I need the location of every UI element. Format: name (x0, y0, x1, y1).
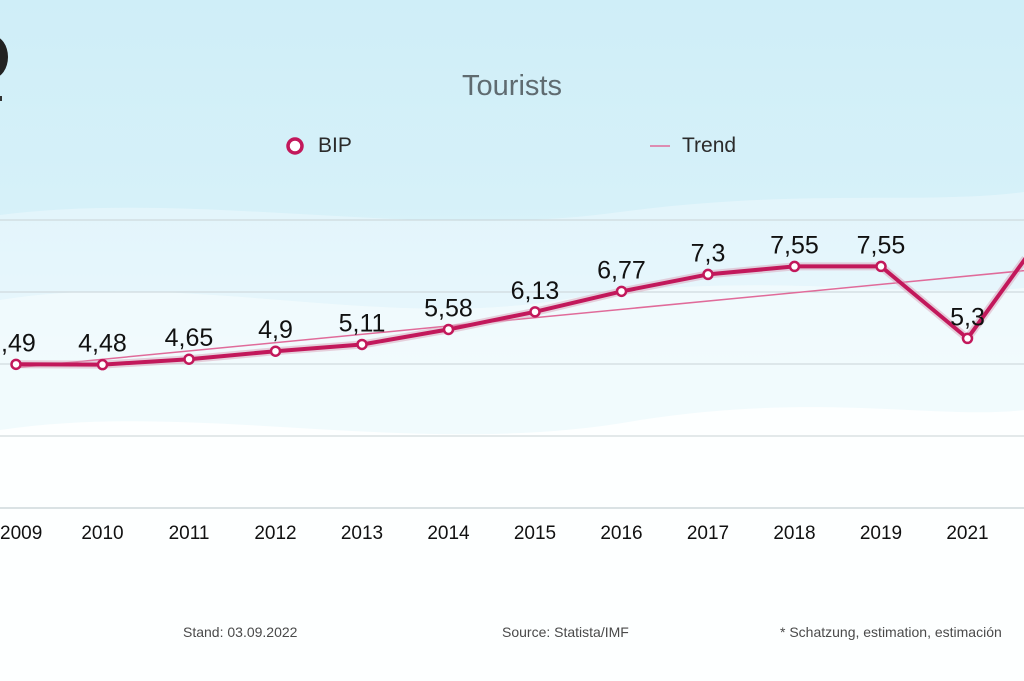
x-tick-label: 2019 (860, 523, 902, 544)
x-tick-label: 2010 (81, 523, 123, 544)
x-tick-label: 2018 (773, 523, 815, 544)
x-tick-label: 2016 (600, 523, 642, 544)
logo-icon (0, 36, 8, 78)
data-point[interactable] (183, 353, 195, 365)
data-label: 7,55 (770, 231, 819, 259)
x-tick-label: 2014 (427, 523, 470, 544)
data-point[interactable] (615, 285, 628, 298)
legend-marker-trend-icon (650, 145, 670, 147)
data-label: 5,3 (950, 303, 985, 331)
data-label: 4,65 (165, 324, 214, 352)
legend-label-bip: BIP (318, 134, 352, 157)
x-tick-label: 2012 (254, 523, 296, 544)
x-tick-label: 2015 (514, 523, 556, 544)
data-point[interactable] (702, 268, 714, 281)
data-label: 4,9 (258, 316, 293, 344)
footer-source: Source: Statista/IMF (502, 624, 629, 640)
x-tick-label: 2009 (0, 523, 42, 544)
data-label: 6,77 (597, 256, 646, 284)
footer-note: * Schatzung, estimation, estimación (780, 624, 1002, 640)
data-point[interactable] (96, 358, 109, 371)
trend-line (15, 269, 1024, 369)
data-label: 4,48 (78, 330, 127, 358)
chart-title: Tourists (462, 70, 562, 102)
x-tick-label: 2013 (341, 523, 383, 544)
x-tick-label: 2017 (687, 523, 729, 544)
footer-stand: Stand: 03.09.2022 (183, 624, 298, 640)
data-point[interactable] (10, 358, 22, 371)
data-label: 5,58 (424, 294, 473, 322)
data-point[interactable] (442, 323, 455, 336)
legend-label-trend: Trend (682, 134, 737, 157)
data-point[interactable] (788, 260, 801, 273)
legend-item-bip[interactable]: BIP (284, 134, 352, 158)
logo-mark-icon (0, 96, 2, 101)
legend-item-trend[interactable]: Trend (650, 134, 736, 158)
legend-marker-bip-icon (286, 137, 304, 155)
data-point[interactable] (356, 338, 368, 351)
data-point[interactable] (875, 260, 887, 273)
data-label: 6,13 (511, 277, 560, 305)
data-point[interactable] (269, 345, 282, 357)
data-point[interactable] (961, 332, 974, 345)
data-label: ,49 (1, 329, 36, 357)
data-point[interactable] (529, 306, 541, 318)
data-label: 7,55 (857, 231, 906, 259)
x-tick-label: 2011 (169, 523, 210, 544)
data-label: 5,11 (339, 309, 386, 337)
data-label: 7,3 (691, 239, 726, 267)
x-tick-label: 2021 (946, 523, 988, 544)
